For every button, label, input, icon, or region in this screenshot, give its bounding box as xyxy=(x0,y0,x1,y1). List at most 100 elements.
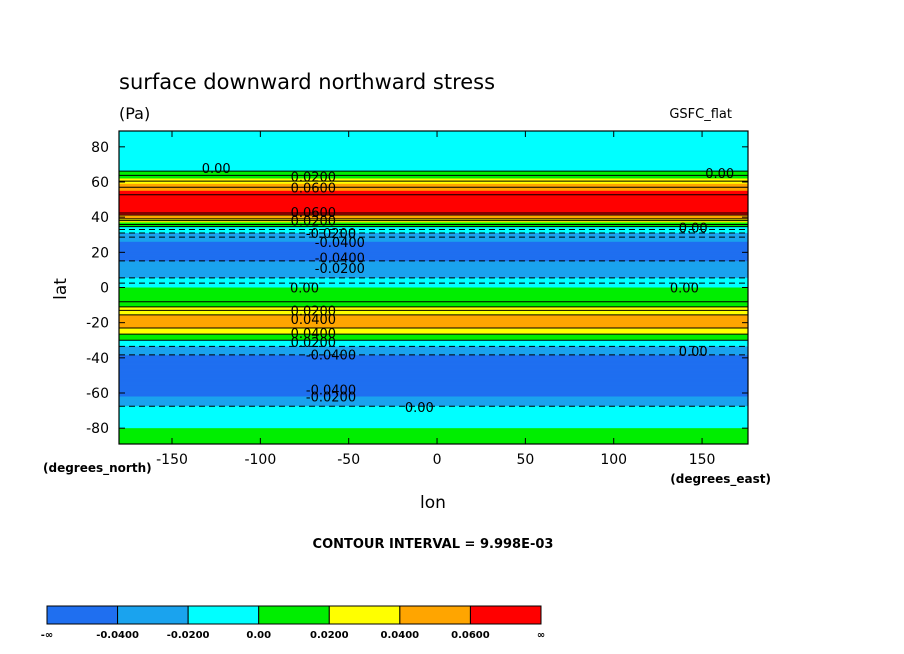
field-band xyxy=(119,331,748,333)
contour-label: 0.00 xyxy=(202,162,231,177)
field-band xyxy=(119,201,748,203)
field-band xyxy=(119,393,748,395)
colorbar-label: 0.0600 xyxy=(451,630,490,641)
field-band xyxy=(119,185,748,187)
field-band xyxy=(119,357,748,360)
field-band xyxy=(119,166,748,168)
field-band xyxy=(119,342,748,345)
field-band xyxy=(119,251,748,253)
field-band xyxy=(119,203,748,205)
field-band xyxy=(119,189,748,191)
field-band xyxy=(119,324,748,326)
colorbar-label: 0.00 xyxy=(246,630,271,641)
field-band xyxy=(119,258,748,260)
field-band xyxy=(119,133,748,136)
field-band xyxy=(119,424,748,427)
field-band xyxy=(119,432,748,435)
colorbar-label: -0.0200 xyxy=(167,630,210,641)
field-band xyxy=(119,277,748,280)
x-tick-label: 50 xyxy=(516,452,534,468)
field-band xyxy=(119,393,748,396)
field-band xyxy=(119,168,748,171)
field-band xyxy=(119,249,748,252)
field-band xyxy=(119,246,748,248)
field-band xyxy=(119,442,748,444)
field-band xyxy=(119,384,748,386)
field-band xyxy=(119,314,748,317)
field-band xyxy=(119,200,748,202)
field-band xyxy=(119,298,748,300)
x-axis-label: lon xyxy=(420,493,446,513)
field-band xyxy=(119,188,748,190)
colorbar-swatch xyxy=(46,605,119,625)
field-band xyxy=(119,414,748,417)
field-band xyxy=(119,294,748,297)
field-band xyxy=(119,366,748,369)
field-band xyxy=(119,157,748,159)
field-band xyxy=(119,334,748,337)
colorbar-label: ∞ xyxy=(537,630,545,641)
colorbar-label: -∞ xyxy=(41,630,53,641)
field-band xyxy=(119,148,748,151)
field-band xyxy=(119,289,748,291)
field-band xyxy=(119,284,748,287)
field-band xyxy=(119,436,748,438)
field-band xyxy=(119,183,748,186)
field-band xyxy=(119,279,748,282)
contour-label: 0.0600 xyxy=(291,181,337,196)
field-band xyxy=(119,307,748,310)
field-band xyxy=(119,362,748,364)
field-band xyxy=(119,276,748,278)
field-band xyxy=(119,248,748,251)
field-band xyxy=(119,301,748,304)
field-band xyxy=(119,196,748,198)
field-band xyxy=(119,395,748,398)
y-tick-label: -60 xyxy=(86,386,109,402)
field-band xyxy=(119,411,748,413)
field-band xyxy=(119,315,748,318)
x-tick-label: 150 xyxy=(689,452,716,468)
field-band xyxy=(119,371,748,373)
field-band xyxy=(119,205,748,208)
field-band xyxy=(119,312,748,314)
field-band xyxy=(119,158,748,160)
field-band xyxy=(119,240,748,243)
field-band xyxy=(119,308,748,311)
field-band xyxy=(119,237,748,239)
colorbar-swatch xyxy=(117,605,189,625)
field-band xyxy=(119,254,748,257)
field-band xyxy=(119,222,748,224)
field-band xyxy=(119,220,748,223)
field-band xyxy=(119,264,748,267)
field-band xyxy=(119,257,748,260)
field-band xyxy=(119,190,748,193)
x-axis-units: (degrees_east) xyxy=(670,472,771,487)
y-tick-label: 40 xyxy=(91,210,109,226)
field-band xyxy=(119,175,748,178)
x-tick-label: -150 xyxy=(156,452,188,468)
contour-label: 0.0400 xyxy=(291,313,337,328)
field-band xyxy=(119,412,748,414)
contour-label: -0.0400 xyxy=(315,236,365,251)
field-band xyxy=(119,153,748,156)
field-band xyxy=(119,296,748,298)
field-band xyxy=(119,327,748,330)
field-band xyxy=(119,371,748,374)
field-band xyxy=(119,421,748,423)
field-band xyxy=(119,288,748,290)
field-band xyxy=(119,349,748,352)
x-tick-label: -50 xyxy=(337,452,360,468)
field-band xyxy=(119,380,748,383)
y-tick-label: -20 xyxy=(86,316,109,332)
field-band xyxy=(119,368,748,370)
field-band xyxy=(119,203,748,206)
field-band xyxy=(119,136,748,138)
field-band xyxy=(119,302,748,304)
colorbar-swatch xyxy=(187,605,260,625)
field-band xyxy=(119,394,748,397)
field-band xyxy=(119,271,748,274)
field-band xyxy=(119,131,748,133)
y-axis-units: (degrees_north) xyxy=(43,461,152,476)
field-band xyxy=(119,244,748,246)
field-band xyxy=(119,212,748,215)
